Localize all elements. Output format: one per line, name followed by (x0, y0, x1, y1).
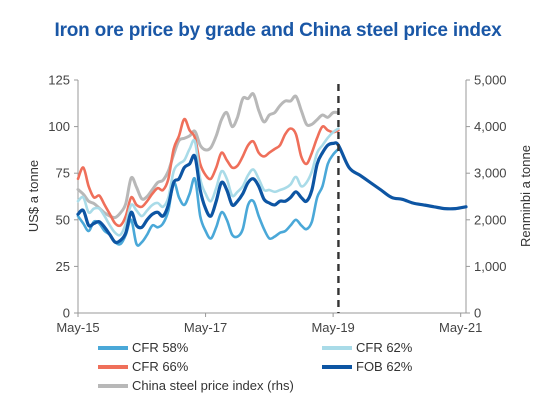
y-tick-label-right: 3,000 (474, 166, 507, 181)
y-tick-label-left: 50 (56, 212, 70, 227)
y-tick-label-right: 5,000 (474, 73, 507, 88)
legend-label-cfr58: CFR 58% (132, 340, 189, 355)
y-axis-label-right: Renminbi a tonne (518, 145, 533, 247)
x-tick-label: May-19 (311, 320, 354, 335)
legend-label-cfr66: CFR 66% (132, 359, 189, 374)
x-tick-label: May-15 (56, 320, 99, 335)
series-lines (76, 92, 468, 247)
y-axis-label-left: US$ a tonne (26, 160, 41, 232)
legend-label-fob62: FOB 62% (356, 359, 413, 374)
y-tick-label-left: 100 (48, 119, 70, 134)
y-tick-label-right: 2,000 (474, 212, 507, 227)
series-line-cfr62 (76, 127, 340, 237)
series-line-fob62 (76, 141, 468, 245)
series-line-steel (76, 92, 340, 220)
x-tick-label: May-17 (184, 320, 227, 335)
x-tick-label: May-21 (439, 320, 482, 335)
legend-label-steel: China steel price index (rhs) (132, 378, 294, 393)
y-tick-label-right: 0 (474, 306, 481, 321)
y-tick-label-left: 0 (63, 306, 70, 321)
axes (74, 79, 470, 317)
legend: CFR 58% CFR 62% CFR 66% China steel price i… (98, 340, 413, 393)
y-tick-label-left: 125 (48, 73, 70, 88)
y-tick-label-right: 1,000 (474, 259, 507, 274)
chart-title: Iron ore price by grade and China steel … (54, 20, 502, 41)
legend-label-cfr62: CFR 62% (356, 340, 413, 355)
y-tick-label-left: 25 (56, 259, 70, 274)
series-line-cfr58 (76, 147, 340, 247)
series-line-cfr66 (76, 117, 340, 228)
tick-labels: 0 25 50 75 100 125 0 1,000 2,000 3,000 4,000 5,000 M… (48, 73, 506, 336)
y-tick-label-right: 4,000 (474, 119, 507, 134)
y-tick-label-left: 75 (56, 166, 70, 181)
